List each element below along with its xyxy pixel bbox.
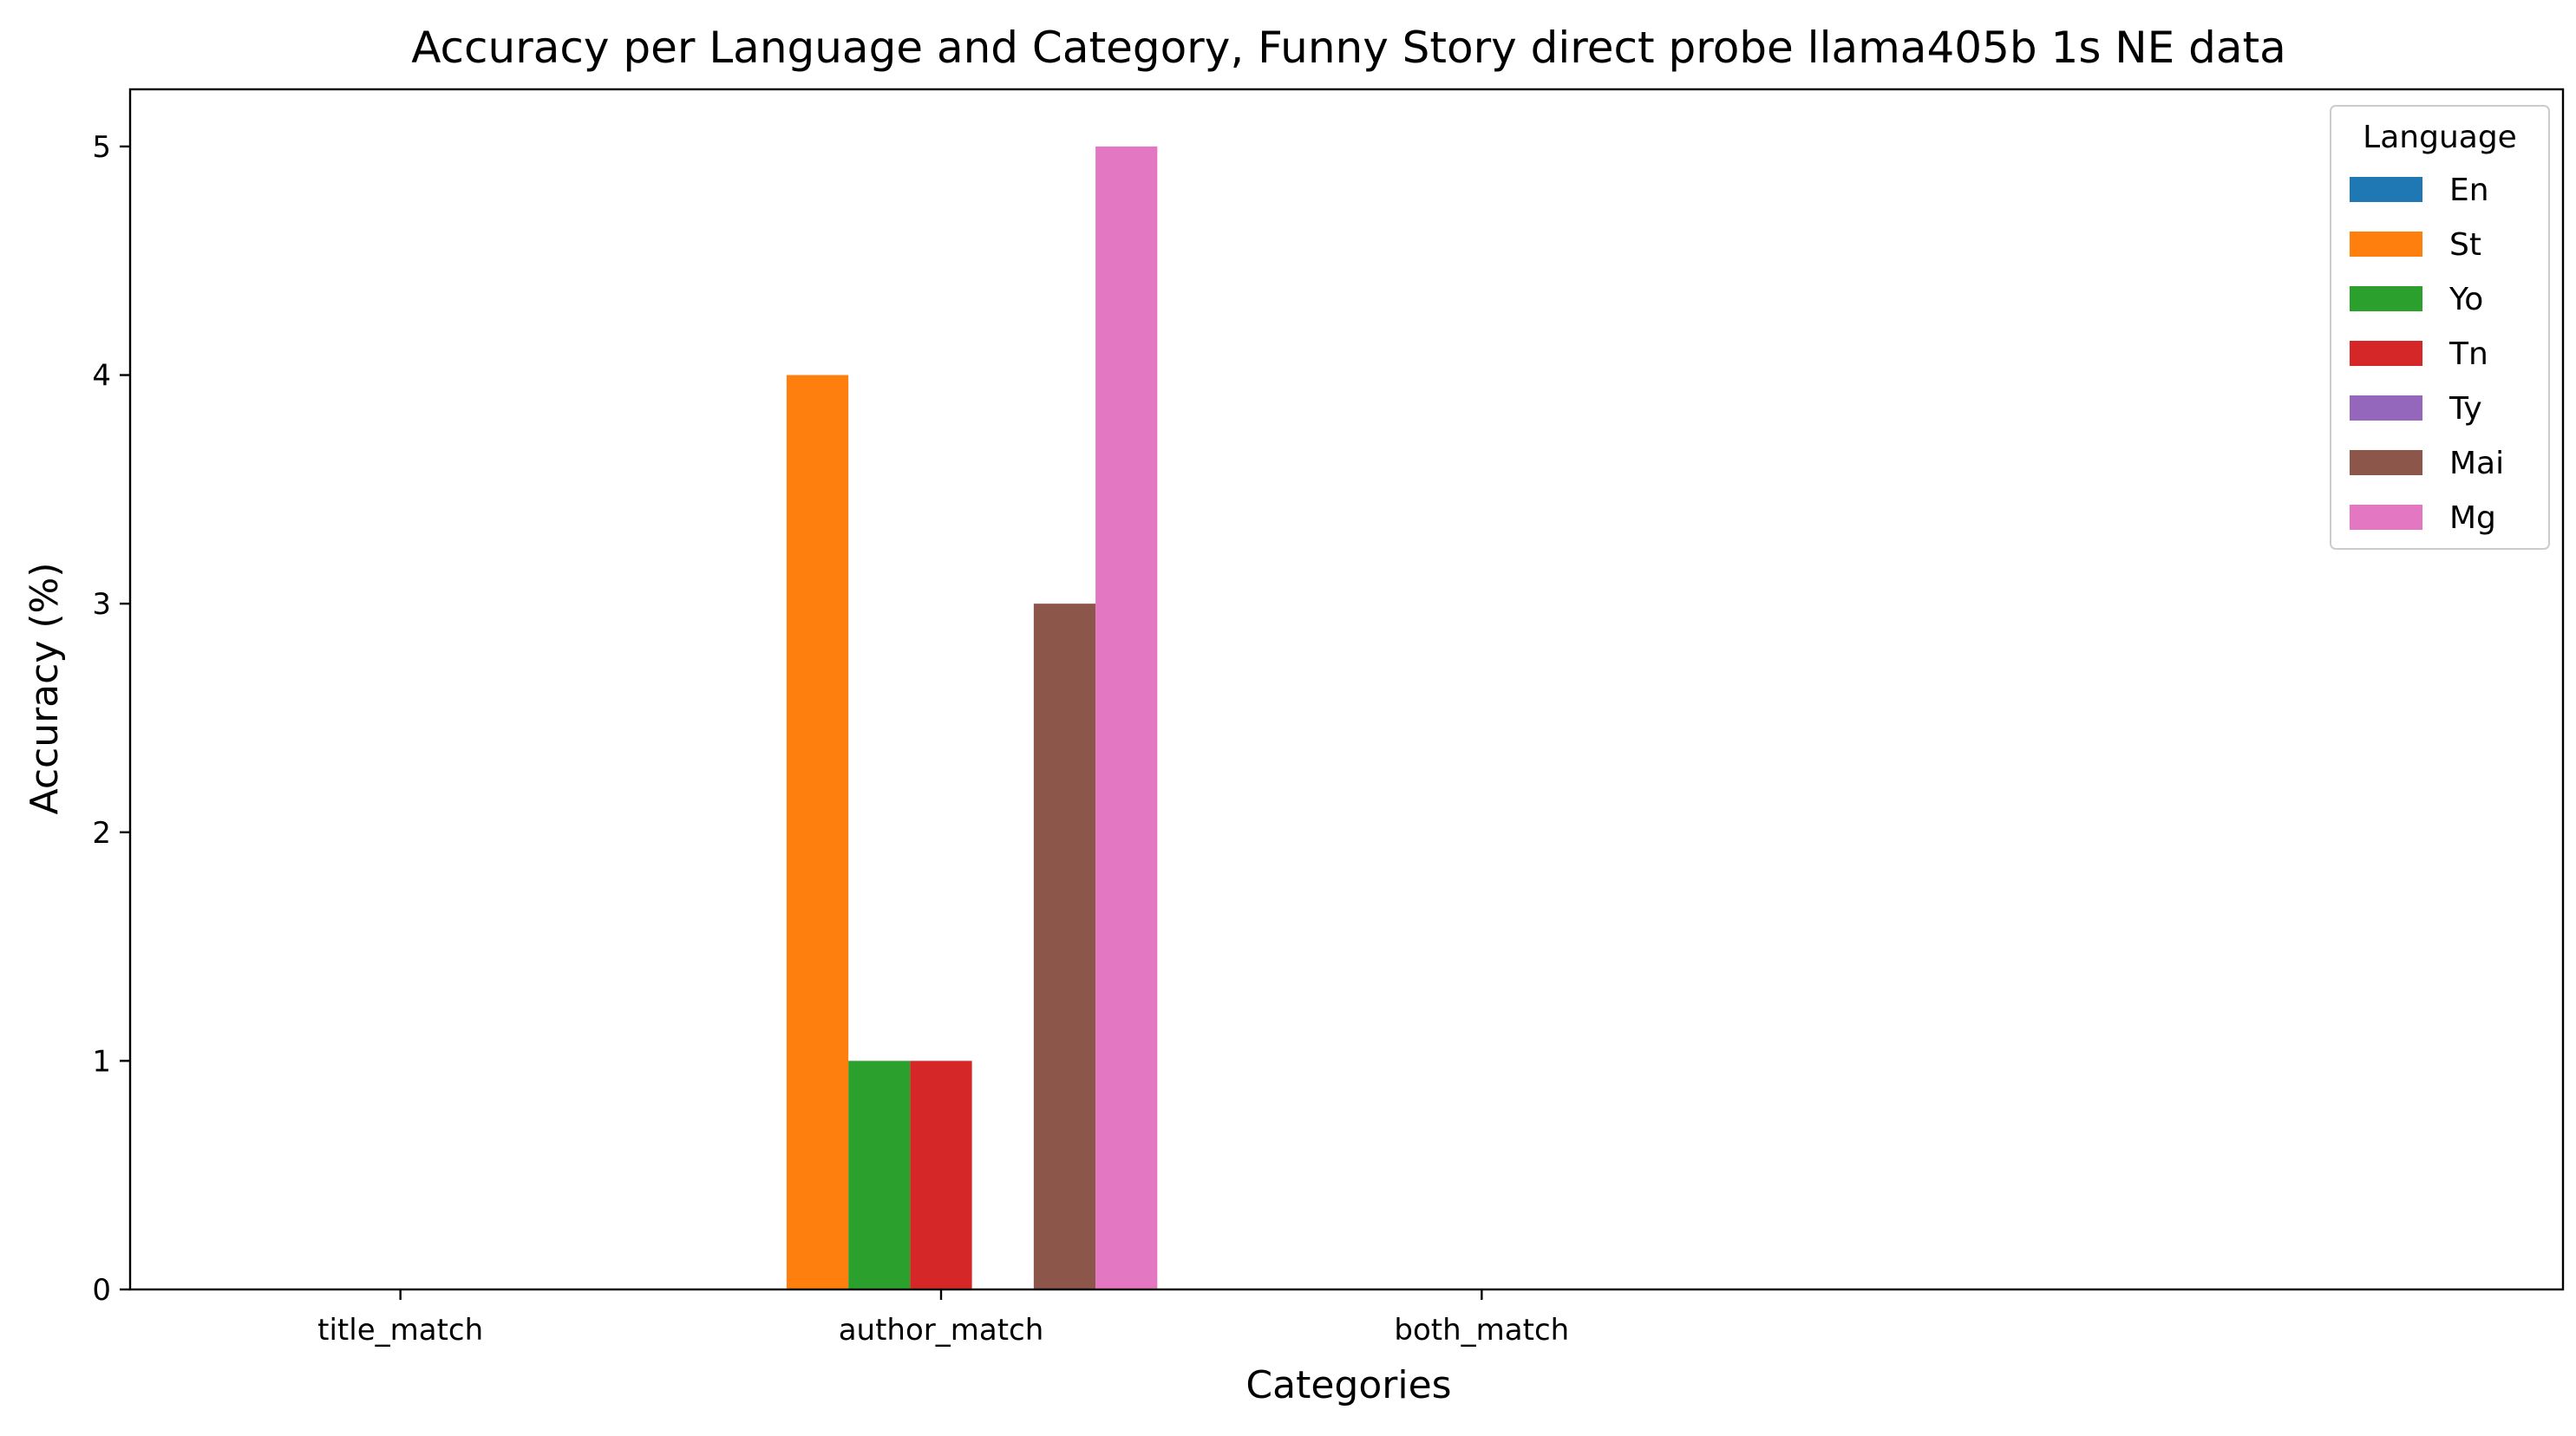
- chart-title: Accuracy per Language and Category, Funn…: [411, 23, 2286, 73]
- y-axis-label: Accuracy (%): [23, 562, 67, 814]
- x-tick-label: author_match: [839, 1313, 1044, 1348]
- legend-label-tn: Tn: [2449, 336, 2488, 372]
- legend-swatch-ty: [2350, 395, 2422, 421]
- x-tick-label: both_match: [1394, 1313, 1569, 1348]
- legend-label-st: St: [2449, 227, 2481, 263]
- legend-swatch-en: [2350, 177, 2422, 202]
- legend-swatch-mg: [2350, 505, 2422, 530]
- legend-label-mg: Mg: [2449, 500, 2496, 536]
- y-tick-label: 1: [92, 1044, 111, 1079]
- y-tick-label: 5: [92, 130, 111, 165]
- y-axis-ticks: 0 1 2 3 4 5: [92, 130, 130, 1308]
- bar-st-author_match: [786, 375, 849, 1289]
- legend-title: Language: [2363, 120, 2517, 155]
- x-axis-ticks: title_match author_match both_match: [317, 1289, 1569, 1348]
- legend-label-yo: Yo: [2449, 282, 2483, 317]
- bar-mg-author_match: [1095, 146, 1158, 1289]
- plot-frame: [128, 88, 2565, 1291]
- y-tick-label: 3: [92, 587, 111, 622]
- y-tick-label: 4: [92, 359, 111, 394]
- legend-swatch-tn: [2350, 341, 2422, 366]
- legend-box: [2330, 105, 2550, 550]
- x-tick-label: title_match: [317, 1313, 483, 1348]
- legend-swatch-st: [2350, 232, 2422, 257]
- legend-label-ty: Ty: [2449, 391, 2482, 427]
- bar-mai-author_match: [1033, 604, 1096, 1289]
- bar-yo-author_match: [848, 1061, 911, 1289]
- y-tick-label: 2: [92, 816, 111, 851]
- bars-group: [786, 146, 1158, 1289]
- legend-label-en: En: [2449, 173, 2489, 208]
- legend-label-mai: Mai: [2449, 446, 2504, 481]
- legend-swatch-yo: [2350, 286, 2422, 311]
- bar-tn-author_match: [910, 1061, 972, 1289]
- legend-swatch-mai: [2350, 450, 2422, 475]
- legend[interactable]: Language En St Yo Tn Ty Mai Mg: [2330, 105, 2550, 550]
- x-axis-label: Categories: [1246, 1363, 1451, 1407]
- y-tick-label: 0: [92, 1273, 111, 1308]
